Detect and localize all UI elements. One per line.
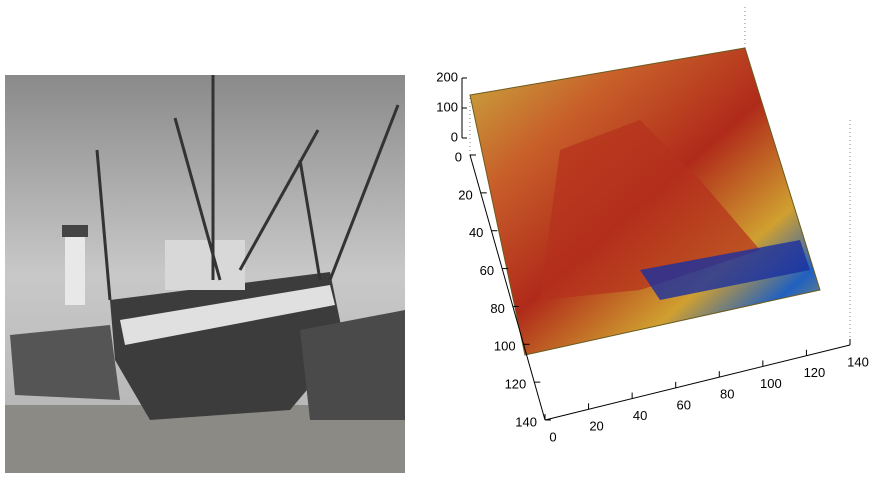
x-tick-label: 100 — [760, 376, 782, 391]
figure: 0 20 40 60 80 100 120 140 0 20 40 60 80 100 120 140 0 100… — [0, 0, 879, 477]
z-tick-label: 100 — [436, 99, 458, 114]
y-tick-label: 60 — [480, 263, 494, 278]
x-tick-label: 140 — [847, 354, 869, 369]
x-tick-label: 40 — [633, 408, 647, 423]
z-tick-label: 0 — [451, 129, 458, 144]
y-tick-label: 40 — [469, 225, 483, 240]
photo — [5, 75, 405, 473]
surface-plot: 0 20 40 60 80 100 120 140 0 20 40 60 80 100 120 140 0 100… — [436, 5, 869, 444]
x-tick-label: 60 — [676, 397, 690, 412]
y-tick-label: 140 — [515, 414, 537, 429]
y-tick-label: 120 — [505, 377, 527, 392]
y-tick-label: 80 — [490, 301, 504, 316]
x-tick-label: 0 — [549, 429, 556, 444]
y-tick-label: 100 — [494, 339, 516, 354]
z-tick-label: 200 — [436, 69, 458, 84]
x-axis — [545, 345, 850, 420]
y-tick-label: 20 — [458, 187, 472, 202]
x-tick-label: 80 — [720, 387, 734, 402]
y-tick-label: 0 — [455, 149, 462, 164]
x-tick-label: 120 — [804, 365, 826, 380]
x-tick-label: 20 — [589, 419, 603, 434]
